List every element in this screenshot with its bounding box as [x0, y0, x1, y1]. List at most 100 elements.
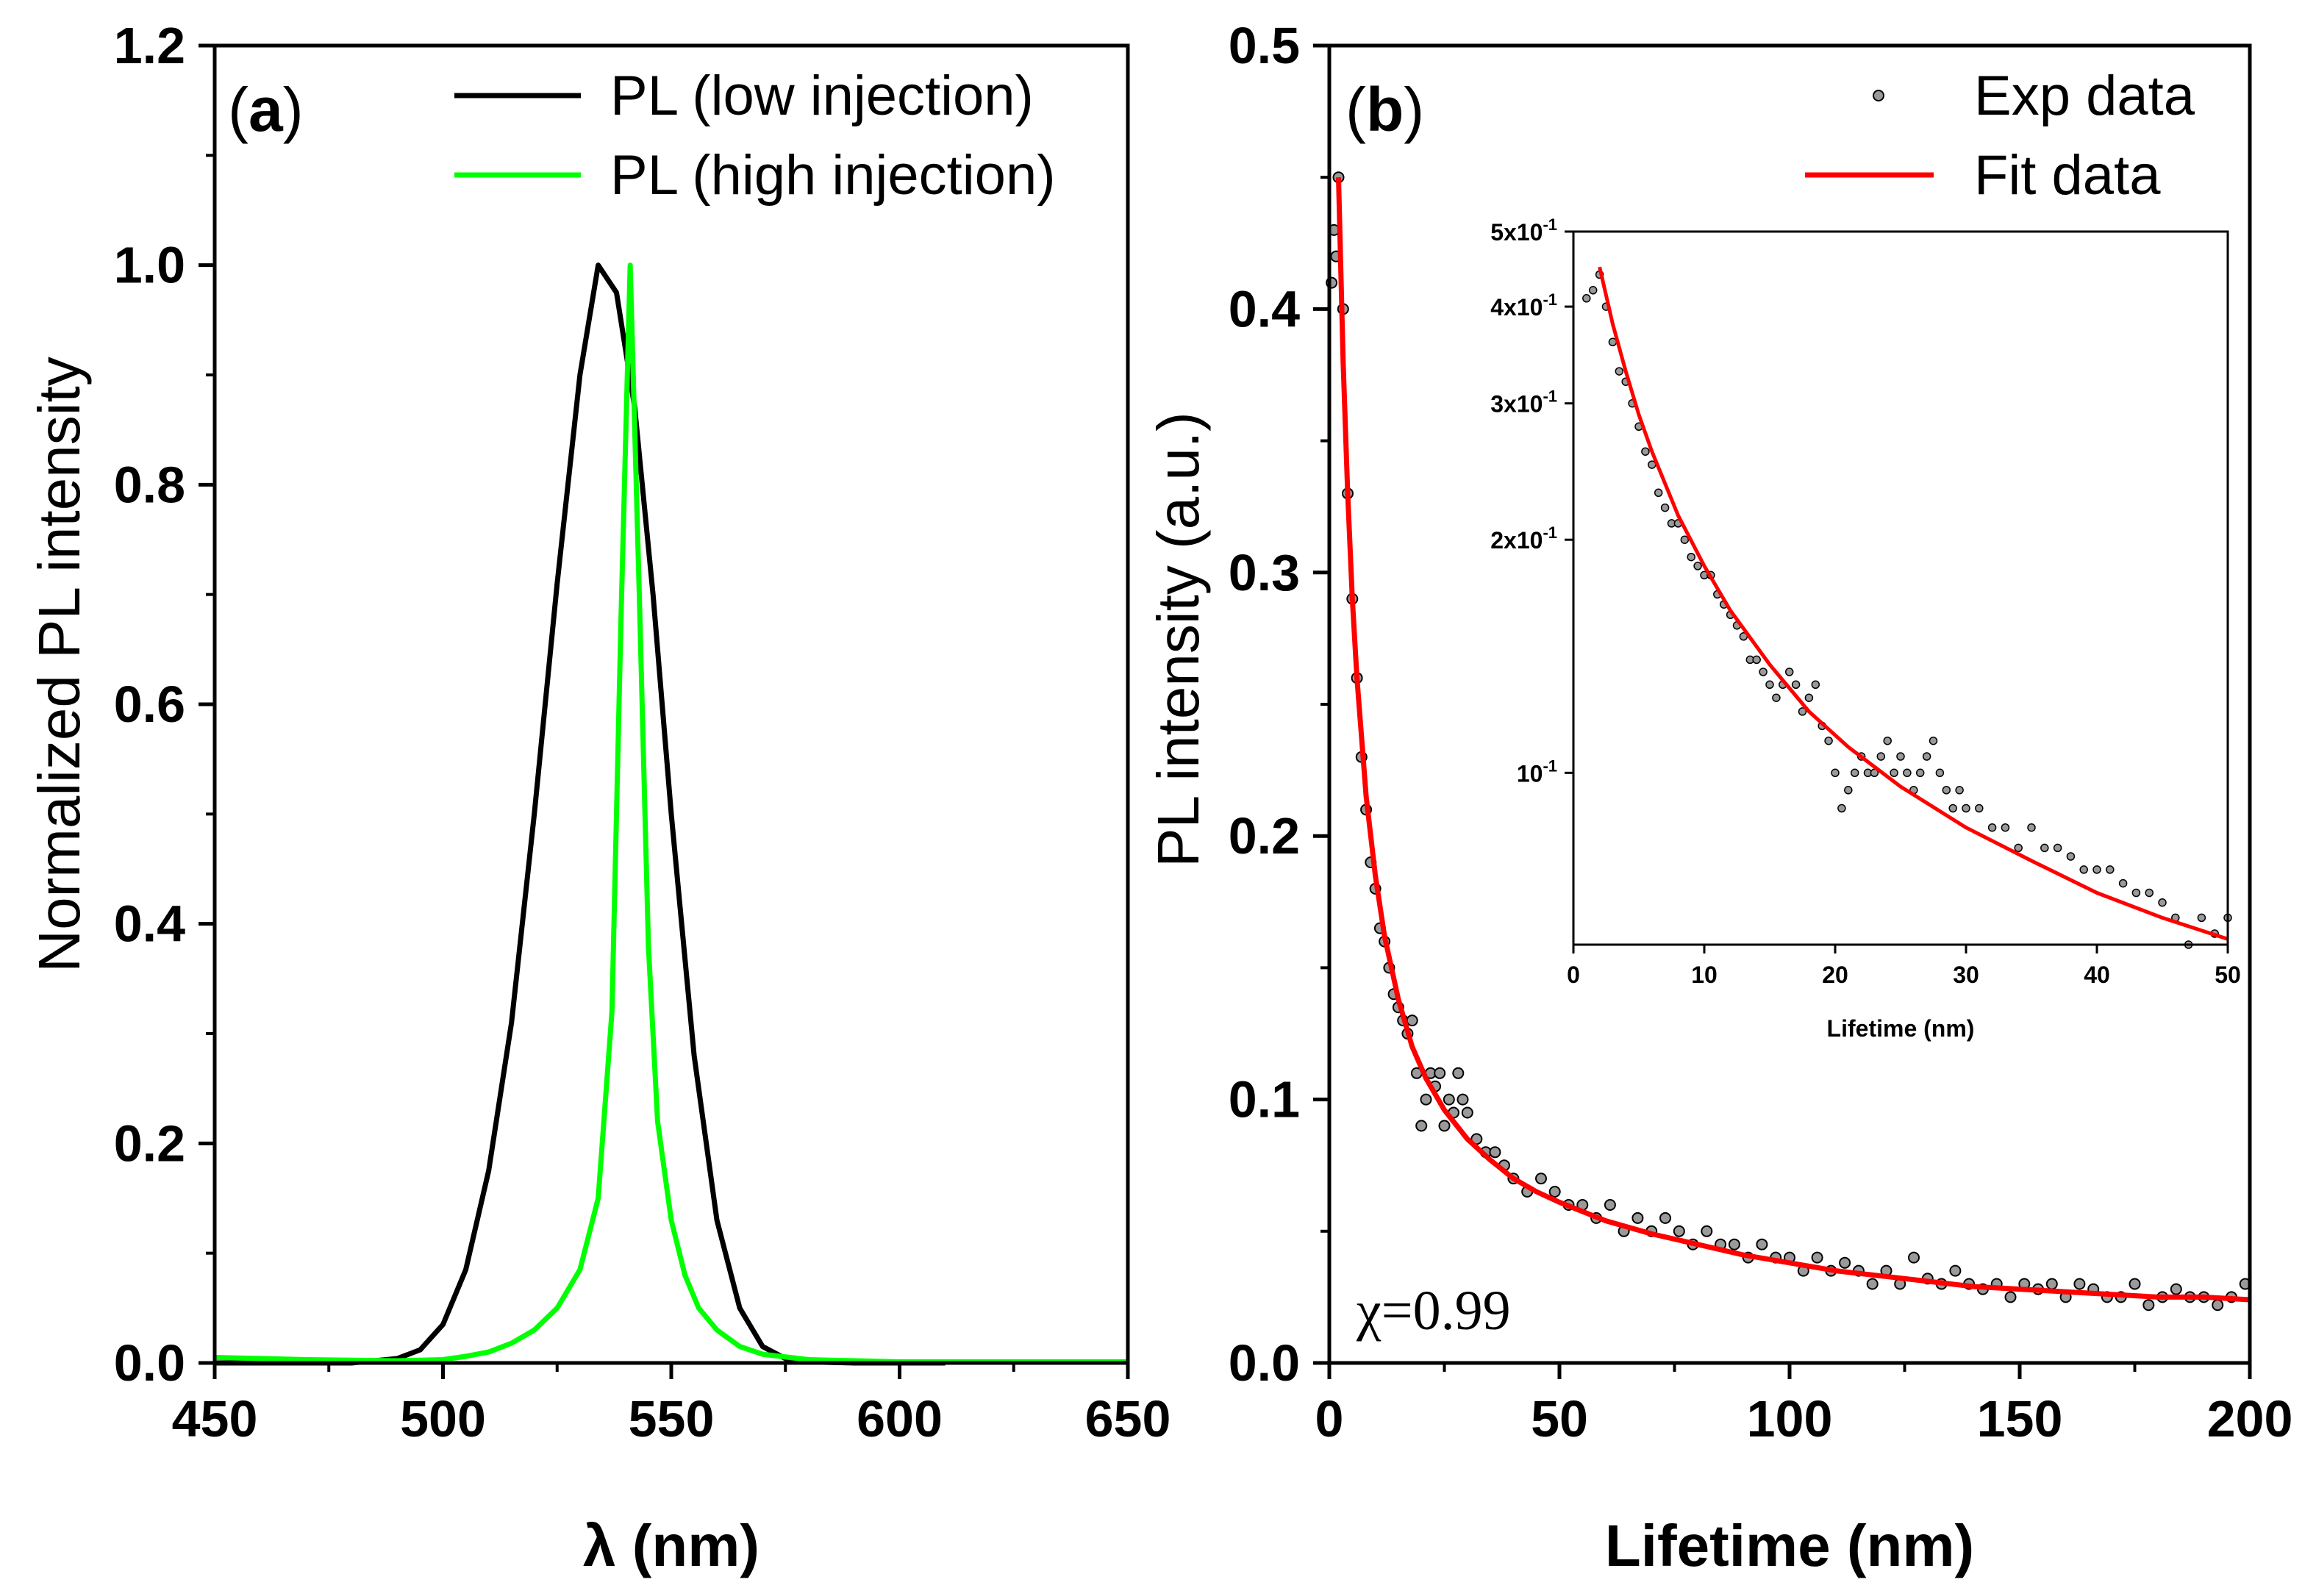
- inset-exp-data-point: [1759, 668, 1768, 676]
- panel-a-y-axis-label: Normalized PL intensity: [26, 357, 92, 972]
- exp-data-point: [1756, 1238, 1768, 1250]
- y-tick-label: 0.4: [1229, 280, 1300, 337]
- inset-exp-data-point: [1975, 804, 1984, 813]
- inset-exp-data-point: [2040, 843, 2049, 853]
- inset-exp-data-point: [1687, 552, 1695, 562]
- inset-exp-data-point: [1876, 752, 1886, 761]
- legend-label-high-injection: PL (high injection): [610, 144, 1056, 207]
- exp-data-point: [1908, 1251, 1920, 1264]
- inset-exp-data-point: [2106, 865, 2115, 874]
- inset-exp-data-point: [1641, 447, 1650, 456]
- x-tick-label: 0: [1315, 1390, 1344, 1448]
- x-tick-label: 200: [2207, 1390, 2293, 1448]
- inset-exp-data-point: [1837, 804, 1846, 813]
- inset-exp-data-point: [2158, 898, 2167, 907]
- exp-data-point: [1452, 1067, 1465, 1079]
- panel-a-x-axis-label: λ (nm): [583, 1513, 760, 1578]
- inset-exp-data-point: [1752, 655, 1761, 665]
- inset-exp-data-point: [1890, 768, 1898, 778]
- inset-exp-data-point: [1804, 693, 1814, 702]
- exp-data-point: [1406, 1015, 1418, 1027]
- x-tick-label: 650: [1085, 1390, 1171, 1448]
- inset-exp-data-point: [1660, 503, 1670, 512]
- inset-exp-data-point: [1791, 680, 1801, 690]
- inset-exp-data-point: [1844, 786, 1853, 795]
- inset-exp-data-point: [2066, 852, 2076, 861]
- panel-b-inset-chart: 0 10 20 30 40 5010-12x10-13x10-14x10-15x10-1 …: [1490, 215, 2241, 1042]
- inset-exp-data-point: [1772, 693, 1781, 702]
- exp-data-point: [1949, 1264, 1962, 1277]
- y-tick-label: 0.3: [1229, 544, 1300, 601]
- inset-x-tick-label: 20: [1822, 962, 1848, 988]
- exp-data-point: [1535, 1173, 1547, 1185]
- inset-exp-data-point: [2027, 823, 2036, 832]
- exp-data-point: [2212, 1299, 2224, 1311]
- inset-exp-data-point: [1955, 786, 1964, 795]
- panel-b-x-axis-label: Lifetime (nm): [1605, 1513, 1974, 1578]
- legend-label-exp-data: Exp data: [1974, 65, 2195, 127]
- inset-exp-data-point: [2092, 865, 2101, 874]
- panel-a-frame: [212, 43, 1130, 1365]
- exp-data-point: [2045, 1278, 2058, 1290]
- y-tick-label: 0.8: [114, 456, 185, 513]
- exp-data-point: [1728, 1238, 1740, 1250]
- inset-exp-data-point: [2197, 913, 2206, 923]
- inset-exp-data-point: [2001, 823, 2010, 832]
- exp-data-point: [1548, 1186, 1561, 1198]
- inset-frame: [1572, 230, 2229, 946]
- inset-series-line-fit-data: [1598, 266, 2229, 941]
- inset-exp-data-point: [1784, 668, 1794, 676]
- exp-data-point: [1415, 1120, 1428, 1132]
- inset-exp-data-point: [1765, 680, 1774, 690]
- inset-exp-data-point: [1896, 752, 1905, 761]
- inset-exp-data-point: [1870, 768, 1879, 778]
- legend-label-low-injection: PL (low injection): [610, 65, 1034, 127]
- inset-background: [1573, 232, 2228, 945]
- exp-data-point: [1457, 1093, 1469, 1106]
- y-tick-label: 0.2: [114, 1114, 185, 1172]
- exp-data-point: [1434, 1067, 1446, 1079]
- exp-data-point: [1673, 1225, 1685, 1237]
- inset-x-tick-label: 40: [2084, 962, 2110, 988]
- exp-data-point: [1420, 1093, 1432, 1106]
- inset-exp-data-point: [1831, 768, 1840, 778]
- inset-exp-data-point: [1850, 768, 1859, 778]
- inset-exp-data-point: [1680, 535, 1690, 544]
- inset-exp-data-point: [2014, 843, 2023, 853]
- inset-exp-data-point: [1962, 804, 1970, 813]
- chi-annotation: χ=0.99: [1356, 1280, 1511, 1342]
- inset-exp-data-point: [1824, 736, 1833, 745]
- exp-data-point: [1839, 1256, 1851, 1269]
- y-tick-label: 0.0: [1229, 1334, 1300, 1392]
- exp-data-point: [1461, 1106, 1473, 1119]
- y-tick-label: 1.2: [114, 17, 185, 74]
- exp-data-point: [2142, 1299, 2155, 1311]
- x-tick-label: 600: [857, 1390, 943, 1448]
- inset-y-tick-label: 4x10-1: [1490, 290, 1557, 321]
- inset-x-tick-label: 50: [2215, 962, 2241, 988]
- legend-swatch-exp-data: [1873, 90, 1884, 101]
- inset-y-tick-label: 5x10-1: [1490, 215, 1557, 246]
- y-tick-label: 1.0: [114, 237, 185, 294]
- inset-exp-data-point: [1883, 736, 1892, 745]
- exp-data-point: [2129, 1278, 2141, 1290]
- series-line-pl-low-injection: [215, 262, 946, 1366]
- legend-label-fit-data: Fit data: [1974, 144, 2161, 207]
- inset-exp-data-point: [1948, 804, 1957, 813]
- exp-data-point: [2170, 1283, 2182, 1295]
- inset-y-tick-label: 3x10-1: [1490, 387, 1557, 418]
- exp-data-point: [1659, 1212, 1671, 1224]
- panel-a-label: (a): [228, 75, 304, 144]
- exp-data-point: [1866, 1278, 1879, 1290]
- inset-exp-data-point: [1811, 680, 1820, 690]
- exp-data-point: [1631, 1212, 1644, 1224]
- series-line-fit-data: [1336, 177, 2251, 1303]
- inset-exp-data-point: [2131, 888, 2141, 898]
- x-tick-label: 50: [1531, 1390, 1588, 1448]
- inset-exp-data-point: [2079, 865, 2088, 874]
- exp-data-point: [1701, 1225, 1713, 1237]
- panel-b-y-axis-label: PL intensity (a.u.): [1146, 412, 1211, 867]
- exp-data-point: [1489, 1146, 1501, 1159]
